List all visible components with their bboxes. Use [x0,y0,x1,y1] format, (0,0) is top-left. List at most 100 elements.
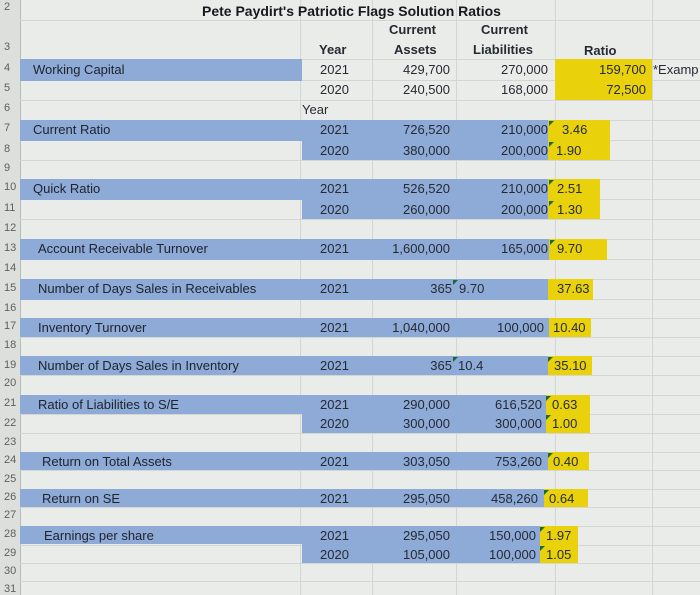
cell-year[interactable]: 2021 [320,181,349,196]
label-inventory-turnover[interactable]: Inventory Turnover [38,320,147,335]
cell-ratio[interactable]: 0.63 [552,397,578,412]
cell-ratio[interactable]: 72,500 [606,82,646,97]
cell-days-constant[interactable]: 365 [430,358,452,373]
row-number[interactable]: 24 [4,454,17,466]
row-number[interactable]: 20 [4,377,17,389]
cell-ratio[interactable]: 9.70 [557,241,583,256]
cell-year[interactable]: 2021 [320,397,349,412]
row-number[interactable]: 18 [4,339,17,351]
cell-ratio[interactable]: 1.97 [546,528,572,543]
cell-assets[interactable]: 240,500 [403,82,450,97]
cell-assets[interactable]: 290,000 [403,397,450,412]
cell-liabilities[interactable]: 210,000 [501,122,548,137]
cell-ratio[interactable]: 35.10 [554,358,587,373]
cell-ratio[interactable]: 10.40 [553,320,586,335]
cell-assets[interactable]: 429,700 [403,62,450,77]
cell-ratio[interactable]: 3.46 [562,122,588,137]
row-number[interactable]: 11 [4,202,16,214]
cell-liabilities[interactable]: 210,000 [501,181,548,196]
cell-assets[interactable]: 295,050 [403,491,450,506]
row-number[interactable]: 25 [4,473,17,485]
cell-assets[interactable]: 303,050 [403,454,450,469]
cell-liabilities[interactable]: 100,000 [489,547,536,562]
cell-assets[interactable]: 105,000 [403,547,450,562]
row-number[interactable]: 7 [4,122,11,134]
cell-assets[interactable]: 300,000 [403,416,450,431]
cell-ratio[interactable]: 37.63 [557,281,590,296]
label-quick-ratio[interactable]: Quick Ratio [33,181,101,196]
row-number[interactable]: 2 [4,1,11,13]
cell-ratio[interactable]: 1.30 [557,202,583,217]
label-return-total-assets[interactable]: Return on Total Assets [42,454,172,469]
cell-ratio[interactable]: 1.90 [556,143,582,158]
cell-assets[interactable]: 1,600,000 [392,241,450,256]
cell-year[interactable]: 2021 [320,454,349,469]
row-number[interactable]: 21 [4,397,17,409]
cell-liabilities[interactable]: 168,000 [501,82,548,97]
cell-year[interactable]: 2021 [320,62,349,77]
cell-liabilities[interactable]: 150,000 [489,528,536,543]
cell-ratio[interactable]: 1.00 [552,416,578,431]
cell-liabilities[interactable]: 458,260 [491,491,538,506]
label-earnings-per-share[interactable]: Earnings per share [44,528,154,543]
cell-liabilities[interactable]: 270,000 [501,62,548,77]
row-number[interactable]: 3 [4,41,11,53]
row-number[interactable]: 17 [4,320,17,332]
row-number[interactable]: 12 [4,222,17,234]
row-number[interactable]: 4 [4,62,11,74]
row-number[interactable]: 29 [4,547,17,559]
row-number[interactable]: 19 [4,359,17,371]
cell-assets[interactable]: 726,520 [403,122,450,137]
cell-assets[interactable]: 1,040,000 [392,320,450,335]
cell-ratio[interactable]: 0.64 [549,491,575,506]
cell-liabilities[interactable]: 616,520 [495,397,542,412]
row-number[interactable]: 5 [4,82,11,94]
cell-year[interactable]: 2021 [320,358,349,373]
cell-assets[interactable]: 260,000 [403,202,450,217]
row-number[interactable]: 9 [4,162,11,174]
label-ar-turnover[interactable]: Account Receivable Turnover [38,241,208,256]
row-number[interactable]: 28 [4,528,17,540]
cell-liabilities[interactable]: 300,000 [495,416,542,431]
cell-year[interactable]: 2020 [320,202,349,217]
cell-year[interactable]: 2020 [320,143,349,158]
cell-year[interactable]: 2020 [320,547,349,562]
cell-assets[interactable]: 526,520 [403,181,450,196]
cell-assets[interactable]: 380,000 [403,143,450,158]
label-days-inventory[interactable]: Number of Days Sales in Inventory [38,358,239,373]
cell-days-constant[interactable]: 365 [430,281,452,296]
header-year-2[interactable]: Year [302,102,329,117]
row-number[interactable]: 16 [4,302,17,314]
cell-liabilities[interactable]: 165,000 [501,241,548,256]
cell-year[interactable]: 2021 [320,281,349,296]
cell-liabilities[interactable]: 200,000 [501,143,548,158]
row-number[interactable]: 15 [4,282,17,294]
label-days-receivables[interactable]: Number of Days Sales in Receivables [38,281,257,296]
cell-year[interactable]: 2021 [320,122,349,137]
cell-turnover-ref[interactable]: 9.70 [459,281,485,296]
row-number[interactable]: 13 [4,242,17,254]
label-current-ratio[interactable]: Current Ratio [33,122,111,137]
cell-ratio[interactable]: 1.05 [546,547,572,562]
row-number[interactable]: 6 [4,102,11,114]
label-return-on-se[interactable]: Return on SE [42,491,121,506]
row-number[interactable]: 10 [4,181,17,193]
cell-liabilities[interactable]: 100,000 [497,320,544,335]
row-number[interactable]: 26 [4,491,17,503]
cell-year[interactable]: 2020 [320,82,349,97]
cell-liabilities[interactable]: 753,260 [495,454,542,469]
cell-year[interactable]: 2021 [320,491,349,506]
label-liabilities-se[interactable]: Ratio of Liabilities to S/E [38,397,179,412]
cell-year[interactable]: 2021 [320,528,349,543]
row-number[interactable]: 30 [4,565,17,577]
cell-year[interactable]: 2021 [320,241,349,256]
row-number[interactable]: 22 [4,417,17,429]
cell-liabilities[interactable]: 200,000 [501,202,548,217]
cell-ratio[interactable]: 2.51 [557,181,583,196]
cell-year[interactable]: 2020 [320,416,349,431]
row-number[interactable]: 27 [4,509,17,521]
row-number[interactable]: 31 [4,583,17,595]
cell-turnover-ref[interactable]: 10.4 [458,358,484,373]
cell-year[interactable]: 2021 [320,320,349,335]
row-number[interactable]: 8 [4,143,11,155]
